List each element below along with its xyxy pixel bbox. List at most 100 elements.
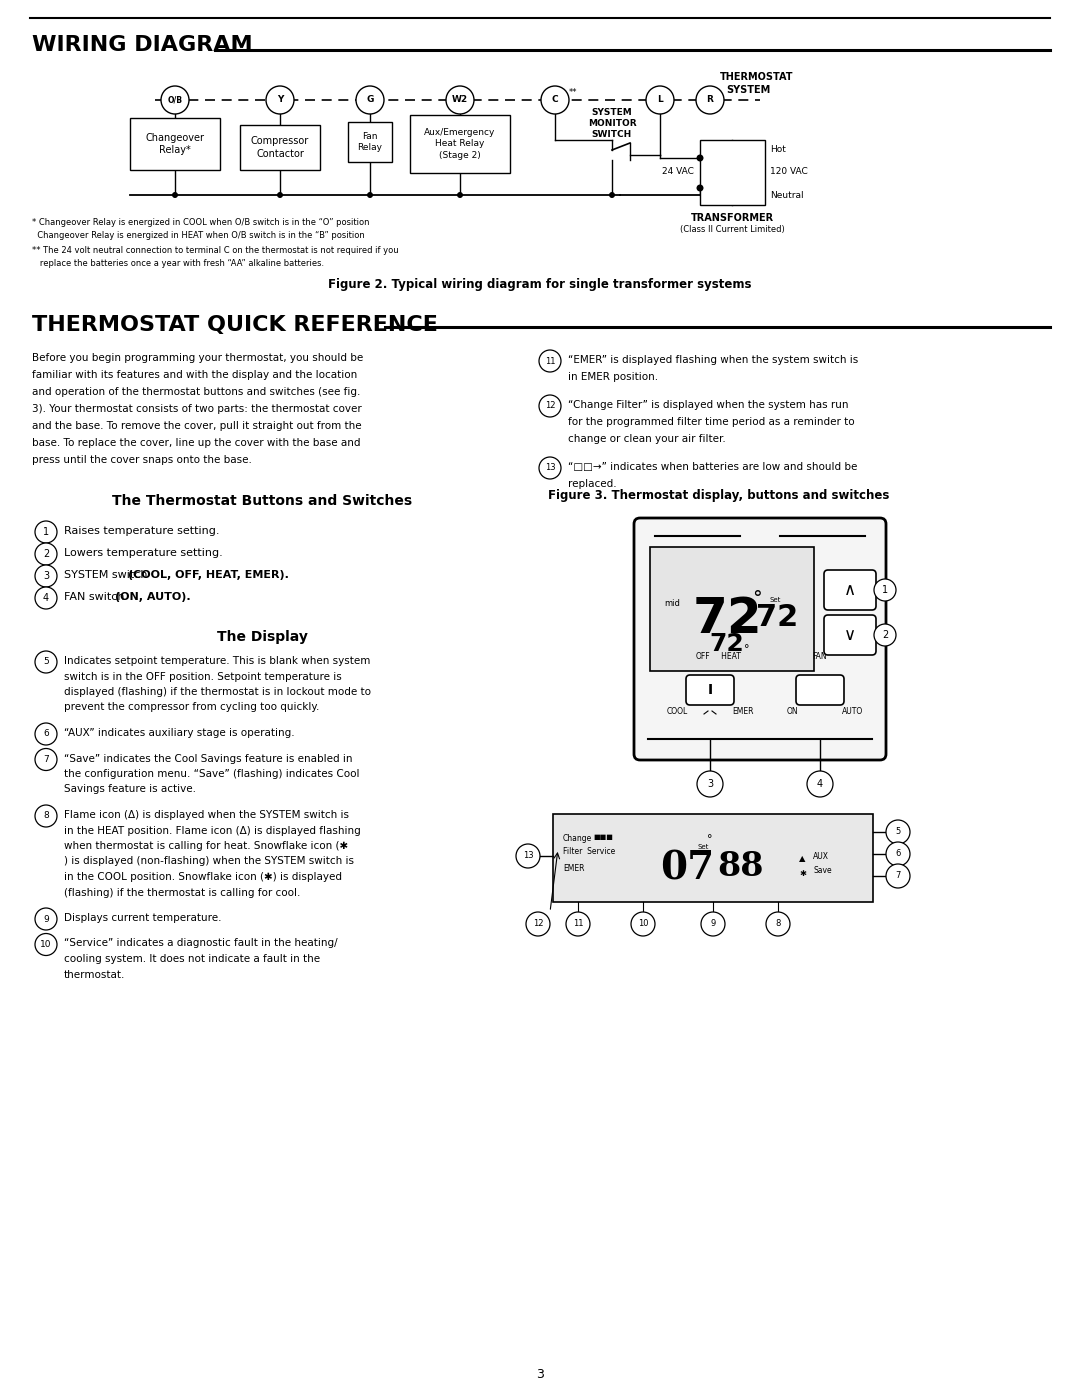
Text: The Display: The Display xyxy=(217,630,308,644)
Text: Fan
Relay: Fan Relay xyxy=(357,131,382,152)
Circle shape xyxy=(276,191,283,198)
Bar xyxy=(240,124,320,170)
Circle shape xyxy=(172,191,178,198)
Text: 6: 6 xyxy=(43,729,49,739)
Text: and the base. To remove the cover, pull it straight out from the: and the base. To remove the cover, pull … xyxy=(32,420,362,432)
Text: displayed (flashing) if the thermostat is in lockout mode to: displayed (flashing) if the thermostat i… xyxy=(64,687,372,697)
Text: THERMOSTAT: THERMOSTAT xyxy=(720,73,794,82)
Text: 11: 11 xyxy=(572,919,583,929)
Text: Lowers temperature setting.: Lowers temperature setting. xyxy=(64,548,222,557)
Text: ON: ON xyxy=(786,707,798,717)
Circle shape xyxy=(35,749,57,771)
FancyBboxPatch shape xyxy=(634,518,886,760)
Circle shape xyxy=(886,842,910,866)
Text: The Thermostat Buttons and Switches: The Thermostat Buttons and Switches xyxy=(112,495,413,509)
Text: 72: 72 xyxy=(692,595,761,643)
Text: FAN: FAN xyxy=(812,652,827,661)
Text: 13: 13 xyxy=(544,464,555,472)
Circle shape xyxy=(697,771,723,798)
Text: 11: 11 xyxy=(544,356,555,366)
Text: TRANSFORMER: TRANSFORMER xyxy=(691,212,774,224)
Text: Before you begin programming your thermostat, you should be: Before you begin programming your thermo… xyxy=(32,353,363,363)
Text: COOL: COOL xyxy=(666,707,688,717)
Text: cooling system. It does not indicate a fault in the: cooling system. It does not indicate a f… xyxy=(64,954,320,964)
Text: Aux/Emergency
Heat Relay
(Stage 2): Aux/Emergency Heat Relay (Stage 2) xyxy=(424,129,496,159)
Text: Compressor
Contactor: Compressor Contactor xyxy=(251,137,309,159)
Text: I: I xyxy=(707,683,713,697)
Text: ✱: ✱ xyxy=(799,869,806,877)
Circle shape xyxy=(446,87,474,115)
Text: EMER: EMER xyxy=(732,707,754,717)
Circle shape xyxy=(566,912,590,936)
Circle shape xyxy=(35,908,57,930)
Text: 7: 7 xyxy=(895,872,901,880)
Text: Neutral: Neutral xyxy=(770,190,804,200)
Circle shape xyxy=(356,87,384,115)
Circle shape xyxy=(631,912,654,936)
Circle shape xyxy=(696,87,724,115)
Text: Raises temperature setting.: Raises temperature setting. xyxy=(64,527,219,536)
Text: Savings feature is active.: Savings feature is active. xyxy=(64,785,195,795)
Circle shape xyxy=(367,191,373,198)
Text: Hot: Hot xyxy=(770,145,786,155)
FancyBboxPatch shape xyxy=(650,548,814,671)
Text: THERMOSTAT QUICK REFERENCE: THERMOSTAT QUICK REFERENCE xyxy=(32,314,437,335)
Text: Save: Save xyxy=(813,866,832,875)
Text: ∨: ∨ xyxy=(843,626,856,644)
Text: replaced.: replaced. xyxy=(568,479,617,489)
Text: press until the cover snaps onto the base.: press until the cover snaps onto the bas… xyxy=(32,455,252,465)
Text: 12: 12 xyxy=(532,919,543,929)
Circle shape xyxy=(766,912,789,936)
Text: 12: 12 xyxy=(544,401,555,411)
Text: 13: 13 xyxy=(523,852,534,861)
Bar xyxy=(700,140,765,205)
FancyBboxPatch shape xyxy=(686,675,734,705)
Text: 1: 1 xyxy=(43,527,49,536)
Text: 8: 8 xyxy=(775,919,781,929)
Text: thermostat.: thermostat. xyxy=(64,970,125,979)
Text: AUTO: AUTO xyxy=(842,707,863,717)
Text: (Class II Current Limited): (Class II Current Limited) xyxy=(680,225,785,235)
Text: “Save” indicates the Cool Savings feature is enabled in: “Save” indicates the Cool Savings featur… xyxy=(64,753,352,764)
Text: “Service” indicates a diagnostic fault in the heating/: “Service” indicates a diagnostic fault i… xyxy=(64,939,338,949)
Circle shape xyxy=(886,820,910,844)
Text: Filter  Service: Filter Service xyxy=(563,847,616,856)
Text: 3: 3 xyxy=(536,1369,544,1382)
Text: 9: 9 xyxy=(711,919,716,929)
Text: °: ° xyxy=(707,834,713,844)
Bar xyxy=(130,117,220,170)
Text: Change: Change xyxy=(563,834,592,842)
Text: 88: 88 xyxy=(717,851,764,883)
Text: 4: 4 xyxy=(816,780,823,789)
Circle shape xyxy=(539,457,561,479)
Text: 10: 10 xyxy=(638,919,648,929)
Text: Figure 2. Typical wiring diagram for single transformer systems: Figure 2. Typical wiring diagram for sin… xyxy=(328,278,752,291)
Text: for the programmed filter time period as a reminder to: for the programmed filter time period as… xyxy=(568,416,854,427)
Text: mid: mid xyxy=(664,599,680,609)
Text: (flashing) if the thermostat is calling for cool.: (flashing) if the thermostat is calling … xyxy=(64,887,300,897)
Text: HEAT: HEAT xyxy=(714,652,741,661)
Text: (ON, AUTO).: (ON, AUTO). xyxy=(114,592,190,602)
Text: ** The 24 volt neutral connection to terminal C on the thermostat is not require: ** The 24 volt neutral connection to ter… xyxy=(32,246,399,256)
Circle shape xyxy=(526,912,550,936)
Text: 72: 72 xyxy=(756,602,798,631)
Circle shape xyxy=(807,771,833,798)
Circle shape xyxy=(886,863,910,888)
Text: familiar with its features and with the display and the location: familiar with its features and with the … xyxy=(32,370,357,380)
Bar xyxy=(410,115,510,173)
Text: SYSTEM: SYSTEM xyxy=(726,85,770,95)
Text: 1: 1 xyxy=(882,585,888,595)
Circle shape xyxy=(516,844,540,868)
Circle shape xyxy=(161,87,189,115)
Circle shape xyxy=(35,543,57,564)
Text: “AUX” indicates auxiliary stage is operating.: “AUX” indicates auxiliary stage is opera… xyxy=(64,728,295,738)
Text: **: ** xyxy=(569,88,578,96)
Text: AUX: AUX xyxy=(813,852,829,861)
Circle shape xyxy=(35,587,57,609)
Circle shape xyxy=(457,191,463,198)
Circle shape xyxy=(697,184,703,191)
Text: L: L xyxy=(657,95,663,105)
Text: 07: 07 xyxy=(660,849,715,888)
Circle shape xyxy=(539,395,561,416)
Text: ■■■: ■■■ xyxy=(593,834,612,840)
